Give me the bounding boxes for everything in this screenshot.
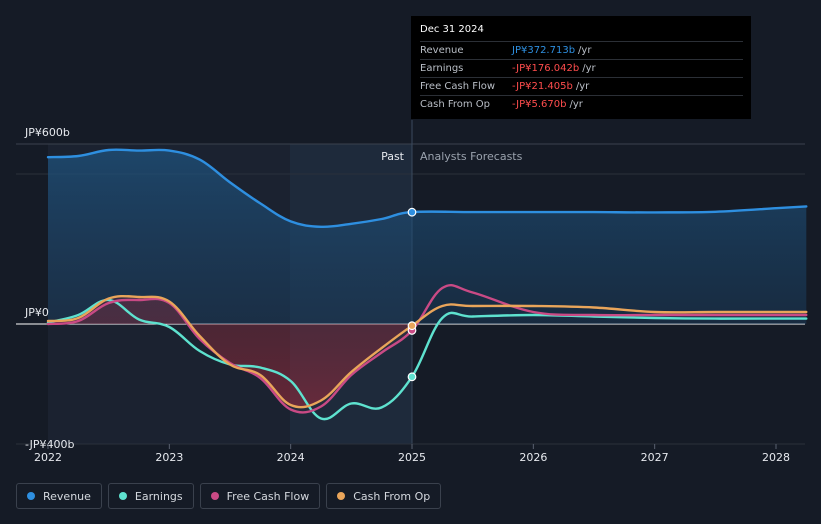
legend-item-revenue[interactable]: Revenue [16, 483, 102, 509]
tooltip-row-label: Free Cash Flow [420, 81, 496, 92]
tooltip-row-unit: /yr [575, 81, 590, 92]
tooltip-row-value: -JP¥21.405b [512, 81, 573, 92]
legend-item-label: Cash From Op [353, 489, 431, 503]
legend-item-label: Earnings [134, 489, 183, 503]
earnings-highlight-point [407, 372, 417, 382]
legend-item-earnings[interactable]: Earnings [107, 483, 194, 509]
tooltip-date: Dec 31 2024 [420, 24, 484, 35]
revenue-line [46, 148, 808, 229]
tooltip-row: Cash From Op -JP¥5.670b/yr [420, 95, 743, 113]
legend-item-free-cash-flow[interactable]: Free Cash Flow [199, 483, 321, 509]
legend-item-label: Revenue [43, 489, 91, 503]
free-cash-flow-line [46, 284, 808, 414]
revenue-highlight-point [407, 207, 417, 217]
y-axis-label: JP¥0 [24, 306, 49, 319]
tooltip-row-value: -JP¥176.042b [512, 63, 580, 74]
tooltip-row-value: JP¥372.713b [512, 45, 576, 56]
cash-from-op-area [48, 296, 412, 408]
tooltip-row: Revenue JP¥372.713b/yr [420, 41, 743, 59]
tooltip-row-label: Revenue [420, 45, 464, 56]
legend-dot-icon [210, 492, 219, 500]
tooltip-row-label: Cash From Op [420, 99, 491, 110]
legend-dot-icon [118, 492, 127, 500]
y-axis-label: -JP¥400b [25, 438, 74, 451]
tooltip-row: Free Cash Flow -JP¥21.405b/yr [420, 77, 743, 95]
legend-item-cash-from-op[interactable]: Cash From Op [326, 483, 442, 509]
x-tick-label: 2026 [519, 451, 547, 464]
tooltip-row-unit: /yr [578, 45, 592, 56]
cash-from-op-highlight-point [407, 321, 417, 331]
tooltip: Dec 31 2024 Revenue JP¥372.713b/yr Earning… [411, 16, 751, 119]
cash-from-op-line [46, 294, 808, 409]
revenue-area [48, 149, 807, 324]
legend-dot-icon [337, 492, 346, 500]
x-tick-label: 2023 [155, 451, 183, 464]
earnings-line [46, 298, 808, 421]
tooltip-row-unit: /yr [569, 99, 583, 110]
x-tick-label: 2025 [398, 451, 426, 464]
forecast-label: Analysts Forecasts [420, 150, 523, 163]
tooltip-row: Earnings -JP¥176.042b/yr [420, 59, 743, 77]
x-tick-label: 2027 [641, 451, 669, 464]
tooltip-row-unit: /yr [582, 63, 596, 74]
tooltip-row-value: -JP¥5.670b [512, 99, 567, 110]
legend: Revenue Earnings Free Cash Flow Cash From O… [16, 483, 442, 509]
legend-dot-icon [27, 492, 35, 500]
legend-item-label: Free Cash Flow [226, 489, 310, 503]
x-tick-label: 2022 [34, 451, 62, 464]
y-axis-label: JP¥600b [24, 126, 70, 139]
x-tick-label: 2028 [762, 451, 790, 464]
x-tick-label: 2024 [277, 451, 305, 464]
past-label: Past [381, 150, 405, 163]
tooltip-row-label: Earnings [420, 63, 464, 74]
